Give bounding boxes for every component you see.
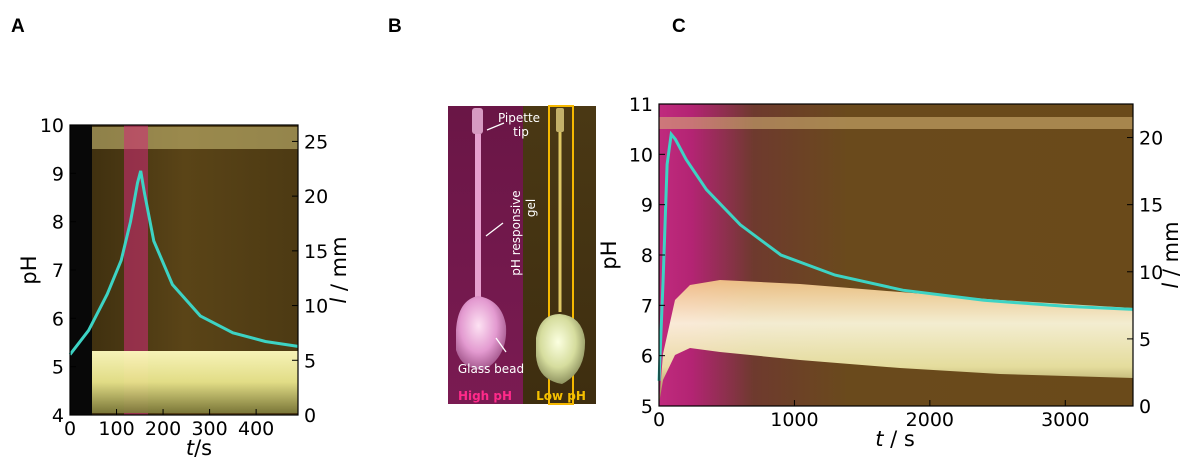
chart-c-xtick-label: 0 — [653, 409, 665, 431]
pipette-tip-low — [556, 108, 564, 132]
gel-stem-high — [475, 134, 481, 302]
chart-a-gel-band — [92, 351, 298, 413]
glass-bead-low — [536, 314, 586, 384]
chart-c-ytick-label: 5 — [641, 396, 653, 418]
chart-c-xtick-label: 2000 — [906, 409, 954, 431]
chart-c-ytick-label: 7 — [641, 295, 653, 317]
chart-a-y2tick-label: 0 — [304, 405, 316, 427]
chart-a-ytick-label: 8 — [52, 212, 64, 234]
chart-c-xtick-label: 1000 — [770, 409, 818, 431]
arrow-gel — [485, 222, 504, 237]
chart-a-ylabel: pH — [17, 255, 41, 284]
chart-a-y2tick-label: 5 — [304, 350, 316, 372]
chart-c-y2tick-label: 0 — [1139, 396, 1151, 418]
photo-b: Pipette tip pH responsive gel Glass bead… — [448, 105, 596, 405]
chart-a-ytick-label: 9 — [52, 163, 64, 185]
photo-label-gel-line1: pH responsive — [509, 190, 523, 275]
chart-a-y2tick-label: 20 — [304, 186, 328, 208]
chart-c-ytick-label: 11 — [629, 94, 653, 116]
chart-c-gel-band — [659, 280, 1133, 404]
panel-label-b: B — [388, 16, 402, 37]
chart-a-y2tick-label: 25 — [304, 131, 328, 153]
chart-a-top-band — [92, 127, 298, 149]
chart-c-xlabel: t / s — [875, 427, 915, 451]
chart-c-ytick-label: 8 — [641, 245, 653, 267]
chart-a-xtick-label: 100 — [98, 418, 134, 440]
chart-c-y2tick-label: 20 — [1139, 128, 1163, 150]
panel-label-c: C — [672, 16, 686, 37]
chart-c-ylabel: pH — [597, 240, 621, 269]
low-ph-frame-outer — [548, 105, 574, 405]
arrow-tip — [486, 122, 505, 131]
photo-label-bead: Glass bead — [458, 362, 524, 376]
chart-a-xtick-label: 0 — [64, 418, 76, 440]
chart-c-y2tick-label: 5 — [1139, 329, 1151, 351]
chart-c-ytick-label: 9 — [641, 195, 653, 217]
chart-c-xtick-label: 3000 — [1041, 409, 1089, 431]
chart-a-ytick-label: 7 — [52, 260, 64, 282]
chart-a-dark-strip — [70, 125, 92, 415]
chart-a-series-line — [68, 170, 299, 356]
pipette-tip-high — [472, 108, 483, 134]
panel-label-a: A — [11, 16, 25, 37]
chart-a-ytick-label: 5 — [52, 357, 64, 379]
chart-c-y2tick-label: 10 — [1139, 262, 1163, 284]
chart-a-xlabel: t/s — [186, 436, 212, 458]
chart-a-y2label: l / mm — [327, 236, 351, 303]
chart-a-xtick-label: 300 — [191, 418, 227, 440]
chart-a-ytick-label: 6 — [52, 308, 64, 330]
arrow-bead — [495, 337, 507, 353]
chart-a-ytick-label: 4 — [52, 405, 64, 427]
chart-c-ytick-label: 6 — [641, 346, 653, 368]
chart-a-y2tick-label: 15 — [304, 241, 328, 263]
chart-a-xtick-label: 200 — [145, 418, 181, 440]
photo-label-tip-line1: Pipette — [498, 111, 540, 125]
glass-bead-high — [456, 296, 507, 370]
chart-c-y2label: l / mm — [1159, 221, 1183, 288]
chart-a-y2tick-label: 10 — [304, 296, 328, 318]
photo-label-low-ph: Low pH — [536, 389, 586, 403]
chart-c-series-line — [657, 130, 1134, 381]
photo-label-tip-line2: tip — [513, 125, 529, 139]
photo-label-high-ph: High pH — [458, 389, 512, 403]
chart-a-ytick-label: 10 — [40, 115, 64, 137]
photo-label-gel-line2: gel — [524, 199, 538, 217]
chart-c-ytick-label: 10 — [629, 144, 653, 166]
chart-c-y2tick-label: 15 — [1139, 195, 1163, 217]
chart-a-xtick-label: 400 — [238, 418, 274, 440]
chart-c-top-band — [659, 117, 1133, 129]
